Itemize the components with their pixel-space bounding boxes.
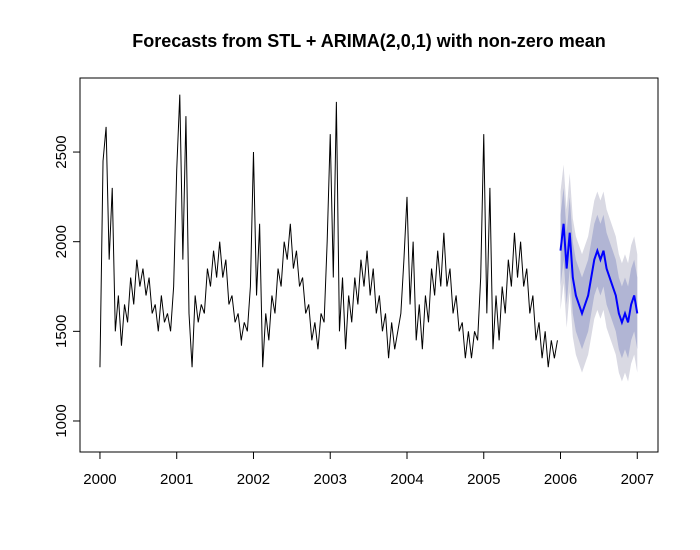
x-tick-label: 2006	[544, 471, 577, 488]
x-tick-label: 2000	[83, 471, 116, 488]
x-tick-label: 2007	[621, 471, 654, 488]
y-tick-label: 2000	[53, 225, 70, 258]
chart-title: Forecasts from STL + ARIMA(2,0,1) with n…	[132, 31, 606, 51]
plot-frame	[79, 77, 659, 453]
x-tick-label: 2003	[314, 471, 347, 488]
x-tick-label: 2001	[160, 471, 193, 488]
y-tick-label: 1000	[53, 404, 70, 437]
x-tick-label: 2002	[237, 471, 270, 488]
history-line	[99, 94, 558, 368]
x-tick-label: 2004	[390, 471, 423, 488]
y-tick-label: 1500	[53, 315, 70, 348]
y-tick-label: 2500	[53, 135, 70, 168]
band-80	[560, 187, 638, 359]
x-tick-label: 2005	[467, 471, 500, 488]
forecast-line	[559, 223, 639, 326]
